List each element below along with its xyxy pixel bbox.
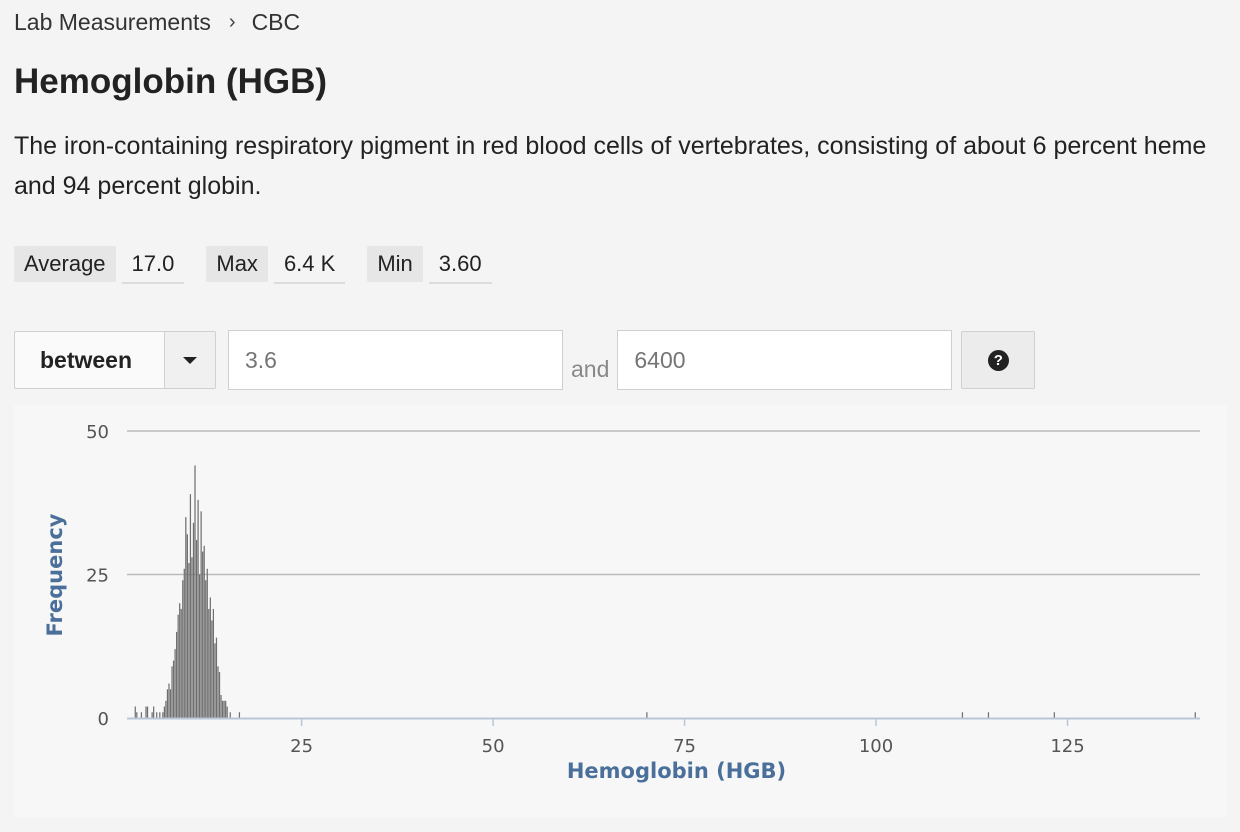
- x-tick-label: 50: [482, 736, 505, 757]
- histogram-bar: [195, 540, 198, 718]
- stat-min-value: 3.60: [428, 246, 492, 284]
- operator-select[interactable]: between: [14, 331, 216, 389]
- histogram-bar: [238, 712, 241, 718]
- histogram-bar: [225, 700, 227, 718]
- histogram-bar: [229, 712, 231, 718]
- x-axis-title: Hemoglobin (HGB): [567, 759, 786, 783]
- histogram-bar: [208, 608, 210, 718]
- histogram-bar: [189, 494, 192, 718]
- range-filter: between and ?: [14, 330, 1036, 390]
- histogram-bar: [185, 517, 187, 718]
- min-value-input[interactable]: [228, 330, 563, 390]
- x-tick-label: 100: [859, 736, 893, 757]
- histogram-bar: [134, 706, 136, 718]
- caret-down-icon: [183, 356, 197, 364]
- histogram-bar: [217, 666, 219, 718]
- histogram-bar: [162, 712, 164, 718]
- histogram-bar: [180, 608, 182, 718]
- x-tick-label: 125: [1050, 736, 1084, 757]
- histogram-bar: [1053, 712, 1055, 718]
- histogram-bar: [151, 712, 153, 718]
- histogram-bar: [182, 580, 184, 718]
- max-value-input[interactable]: [617, 330, 953, 390]
- histogram-bar: [183, 568, 185, 718]
- histogram-bar: [172, 660, 175, 718]
- histogram-bar: [209, 597, 211, 718]
- histogram-bar: [218, 672, 221, 718]
- operator-select-value: between: [40, 346, 133, 373]
- histogram-bar: [146, 706, 149, 718]
- histogram-bar: [1194, 712, 1196, 718]
- breadcrumb-current: CBC: [251, 9, 301, 35]
- histogram-bar: [153, 706, 155, 718]
- y-tick-label: 0: [98, 709, 109, 730]
- y-tick-label: 50: [86, 422, 109, 443]
- histogram-bar: [136, 712, 138, 718]
- histogram-bar: [214, 643, 216, 718]
- histogram-bar: [177, 614, 179, 718]
- histogram-bar: [223, 700, 225, 718]
- stat-max-label: Max: [206, 246, 268, 282]
- y-tick-label: 25: [86, 566, 109, 587]
- histogram-bar: [191, 557, 193, 718]
- operator-dropdown-toggle[interactable]: [164, 332, 215, 388]
- question-circle-icon: ?: [987, 349, 1009, 371]
- stats-bar: Average 17.0 Max 6.4 K Min 3.60: [14, 246, 514, 284]
- x-tick-label: 75: [673, 736, 696, 757]
- histogram-bar: [174, 649, 176, 718]
- histogram-bar: [156, 712, 158, 718]
- histogram-chart: 25 50 75 100 125 0 25 50 Hemoglobin (HGB) Frequen…: [14, 405, 1227, 817]
- breadcrumb: Lab Measurements › CBC: [14, 9, 300, 36]
- histogram-bar: [145, 706, 147, 718]
- histogram-bar: [165, 700, 167, 718]
- histogram-bar: [220, 695, 222, 718]
- histogram-bar: [168, 683, 170, 718]
- page-description: The iron-containing respiratory pigment …: [14, 132, 1207, 200]
- breadcrumb-separator: ›: [228, 11, 236, 33]
- y-axis-title: Frequency: [43, 513, 67, 636]
- histogram-bar: [159, 712, 161, 718]
- histogram-bar: [198, 574, 201, 718]
- histogram-bar: [140, 712, 143, 718]
- histogram-bar: [197, 499, 199, 718]
- histogram-bar: [205, 580, 207, 718]
- histogram-bar: [206, 568, 208, 718]
- stat-max-value: 6.4 K: [273, 246, 346, 284]
- histogram-bar: [987, 712, 990, 718]
- x-tick-label: 25: [290, 736, 313, 757]
- histogram-bar: [186, 534, 188, 718]
- stat-average-value: 17.0: [121, 246, 185, 284]
- histogram-bar: [646, 712, 648, 718]
- histogram-bar: [212, 608, 215, 718]
- histogram-bar: [166, 689, 169, 718]
- histogram-bar: [211, 620, 213, 718]
- histogram-bar: [203, 545, 205, 718]
- histogram-bar: [192, 522, 195, 718]
- histogram-bar: [961, 712, 964, 718]
- histogram-bar: [188, 563, 190, 718]
- histogram-bar: [179, 603, 181, 718]
- histogram-bar: [226, 706, 228, 718]
- histogram-bar: [202, 551, 204, 718]
- histogram-bar: [171, 666, 173, 718]
- help-button[interactable]: ?: [961, 331, 1036, 389]
- stat-average-label: Average: [14, 246, 116, 282]
- histogram-bar: [200, 511, 202, 718]
- histogram-bar: [194, 465, 196, 718]
- histogram-svg: 25 50 75 100 125 0 25 50 Hemoglobin (HGB) Frequen…: [43, 422, 1200, 783]
- stat-min-label: Min: [367, 246, 423, 282]
- and-label: and: [571, 355, 610, 382]
- page-title: Hemoglobin (HGB): [14, 62, 328, 101]
- breadcrumb-lab-measurements[interactable]: Lab Measurements: [14, 9, 211, 35]
- histogram-bar: [163, 706, 165, 718]
- histogram-bar: [176, 631, 178, 718]
- histogram-bar: [221, 700, 224, 718]
- histogram-bar: [215, 637, 218, 718]
- histogram-bar: [169, 689, 172, 718]
